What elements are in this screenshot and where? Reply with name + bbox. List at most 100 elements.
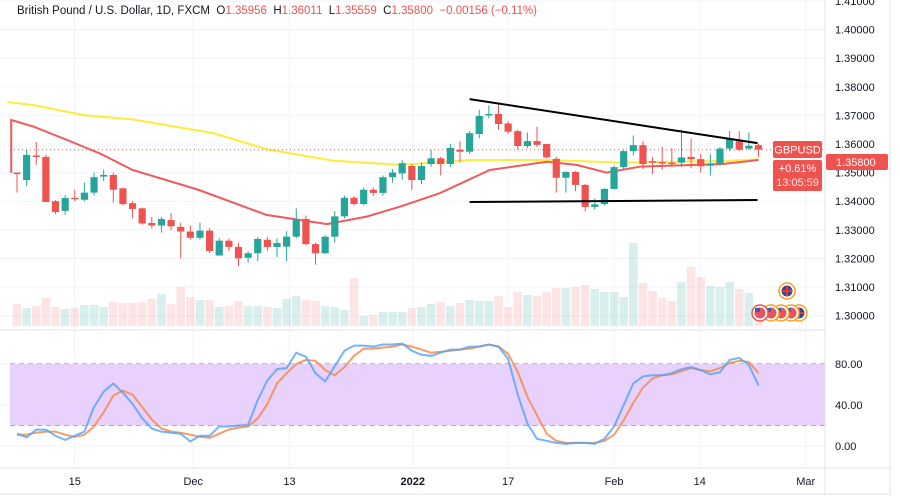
candle-body[interactable] xyxy=(417,166,426,181)
candle-body[interactable] xyxy=(533,141,541,145)
candle-body[interactable] xyxy=(446,148,454,165)
uk-flag-icon xyxy=(782,286,792,296)
candle-body[interactable] xyxy=(138,208,146,224)
candle-body[interactable] xyxy=(109,174,117,190)
candle-body[interactable] xyxy=(600,188,609,205)
candle-body[interactable] xyxy=(485,113,493,116)
candle-body[interactable] xyxy=(177,226,185,232)
candle-body[interactable] xyxy=(658,162,666,164)
candle-body[interactable] xyxy=(369,189,377,193)
candle-body[interactable] xyxy=(620,151,628,168)
volume-bar xyxy=(349,278,359,326)
candle-body[interactable] xyxy=(735,141,743,150)
volume-bar xyxy=(388,312,397,326)
candle-body[interactable] xyxy=(706,163,714,166)
time-tick-label: Feb xyxy=(605,476,624,488)
candle-body[interactable] xyxy=(350,197,358,205)
candle-body[interactable] xyxy=(668,162,676,165)
candle-body[interactable] xyxy=(398,163,406,174)
candle-body[interactable] xyxy=(408,166,416,181)
candle-body[interactable] xyxy=(32,155,40,157)
candle-body[interactable] xyxy=(543,144,551,158)
candle-body[interactable] xyxy=(726,139,734,149)
trendline-lower[interactable] xyxy=(469,199,758,204)
candle-body[interactable] xyxy=(629,145,637,152)
candle-body[interactable] xyxy=(311,244,320,254)
volume-bar xyxy=(417,307,426,326)
candle-body[interactable] xyxy=(677,157,686,163)
candle-body[interactable] xyxy=(215,240,223,256)
candle-body[interactable] xyxy=(254,238,262,254)
candle-body[interactable] xyxy=(61,198,69,211)
candle-body[interactable] xyxy=(610,167,618,189)
last-price-tag-bg xyxy=(826,154,888,170)
candle-body[interactable] xyxy=(475,115,483,134)
candle-body[interactable] xyxy=(648,161,657,163)
candle-body[interactable] xyxy=(23,154,31,181)
candle-body[interactable] xyxy=(562,172,570,178)
candle-body[interactable] xyxy=(494,113,503,124)
candle-body[interactable] xyxy=(379,177,387,193)
candle-body[interactable] xyxy=(71,197,79,200)
candlesticks[interactable] xyxy=(13,102,763,267)
event-flags[interactable] xyxy=(751,282,808,322)
candle-body[interactable] xyxy=(196,230,204,238)
candle-body[interactable] xyxy=(167,220,175,227)
candle-body[interactable] xyxy=(466,133,474,152)
candle-body[interactable] xyxy=(523,141,531,147)
candle-body[interactable] xyxy=(263,239,271,247)
trendline-upper[interactable] xyxy=(469,98,758,145)
candle-body[interactable] xyxy=(90,177,98,193)
price-tick-label: 1.35000 xyxy=(835,168,875,180)
candle-body[interactable] xyxy=(388,172,397,178)
candle-body[interactable] xyxy=(157,218,166,226)
candle-body[interactable] xyxy=(687,156,695,160)
volume-bar xyxy=(109,302,118,326)
candle-body[interactable] xyxy=(13,172,21,175)
candle-body[interactable] xyxy=(148,222,156,226)
candle-body[interactable] xyxy=(456,149,464,152)
candle-body[interactable] xyxy=(581,184,589,207)
candle-body[interactable] xyxy=(754,145,763,150)
symbol-legend[interactable]: British Pound / U.S. Dollar, 1D, FXCM O1… xyxy=(17,5,537,17)
candle-body[interactable] xyxy=(51,201,60,213)
candle-body[interactable] xyxy=(100,174,108,177)
volume-bar xyxy=(282,299,291,326)
candle-body[interactable] xyxy=(571,172,580,185)
candle-body[interactable] xyxy=(302,218,310,245)
trendlines[interactable] xyxy=(469,98,758,204)
candle-body[interactable] xyxy=(225,240,233,247)
candle-body[interactable] xyxy=(331,216,339,237)
candle-body[interactable] xyxy=(42,156,50,203)
candle-body[interactable] xyxy=(206,230,214,251)
volume-bar xyxy=(474,301,484,326)
candle-body[interactable] xyxy=(186,231,194,238)
candle-body[interactable] xyxy=(427,158,435,165)
candle-body[interactable] xyxy=(321,236,329,254)
candle-body[interactable] xyxy=(591,204,599,207)
candle-body[interactable] xyxy=(128,203,137,209)
volume-bar xyxy=(446,306,455,326)
symbol-title: British Pound / U.S. Dollar, 1D, FXCM xyxy=(17,5,211,17)
candle-body[interactable] xyxy=(716,148,724,165)
candle-body[interactable] xyxy=(244,253,252,258)
candle-body[interactable] xyxy=(437,158,445,165)
volume-bar xyxy=(542,292,551,326)
candle-body[interactable] xyxy=(745,145,753,149)
candle-body[interactable] xyxy=(340,197,349,217)
candle-body[interactable] xyxy=(273,242,281,247)
candle-body[interactable] xyxy=(552,158,560,178)
candle-body[interactable] xyxy=(360,189,368,205)
candle-body[interactable] xyxy=(697,159,705,167)
candle-body[interactable] xyxy=(119,188,127,205)
candle-body[interactable] xyxy=(80,192,89,200)
candle-body[interactable] xyxy=(234,246,243,259)
candle-body[interactable] xyxy=(283,236,291,247)
change-tag-bg xyxy=(773,160,822,191)
volume-bar xyxy=(744,293,754,326)
candle-body[interactable] xyxy=(504,123,512,132)
candle-body[interactable] xyxy=(292,219,300,237)
candle-body[interactable] xyxy=(514,131,522,147)
candle-body[interactable] xyxy=(639,145,647,165)
